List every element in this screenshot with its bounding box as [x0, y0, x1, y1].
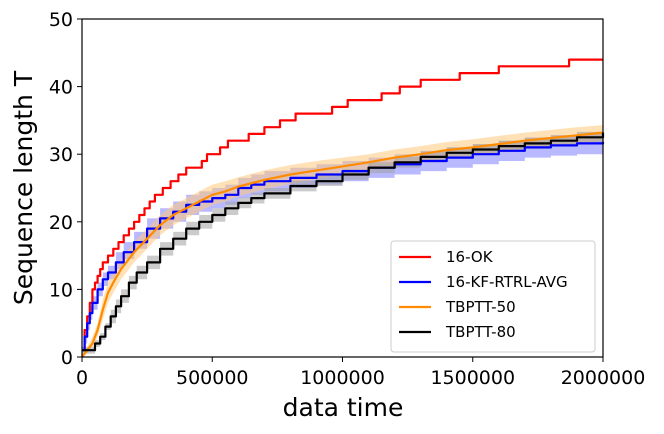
- y-tick-label: 0: [61, 347, 73, 369]
- series-line-tbptt-50: [81, 131, 604, 358]
- y-tick-label: 50: [49, 9, 73, 31]
- x-tick-label: 0: [76, 367, 88, 389]
- legend-label-tbptt-80: TBPTT-80: [445, 323, 516, 341]
- legend-items: 16-OK 16-KF-RTRL-AVG TBPTT-50 TBPTT-80: [399, 248, 568, 341]
- series-line-16-ok: [82, 58, 603, 352]
- y-axis-label: Sequence length T: [9, 70, 38, 305]
- legend-label-16-ok: 16-OK: [446, 248, 494, 266]
- y-tick-label: 20: [49, 212, 73, 234]
- y-tick-label: 40: [49, 77, 73, 99]
- x-axis-ticks: 0 500000 1000000 1500000 2000000: [76, 357, 645, 389]
- y-tick-label: 30: [49, 144, 73, 166]
- series-lines: [81, 58, 605, 358]
- x-tick-label: 1000000: [300, 367, 385, 389]
- y-tick-label: 10: [49, 279, 73, 301]
- legend-label-16-kf-rtrl-avg: 16-KF-RTRL-AVG: [446, 273, 568, 291]
- x-tick-label: 1500000: [430, 367, 515, 389]
- x-tick-label: 500000: [176, 367, 249, 389]
- x-tick-label: 2000000: [561, 367, 646, 389]
- legend-label-tbptt-50: TBPTT-50: [445, 298, 516, 316]
- legend: 16-OK 16-KF-RTRL-AVG TBPTT-50 TBPTT-80: [390, 240, 596, 353]
- legend-box: [390, 240, 596, 353]
- x-axis-label: data time: [283, 393, 404, 422]
- series-line-tbptt-80: [82, 132, 605, 352]
- y-axis-ticks: 0 10 20 30 40 50: [49, 9, 82, 369]
- series-line-16-kf-rtrl-avg: [82, 142, 605, 352]
